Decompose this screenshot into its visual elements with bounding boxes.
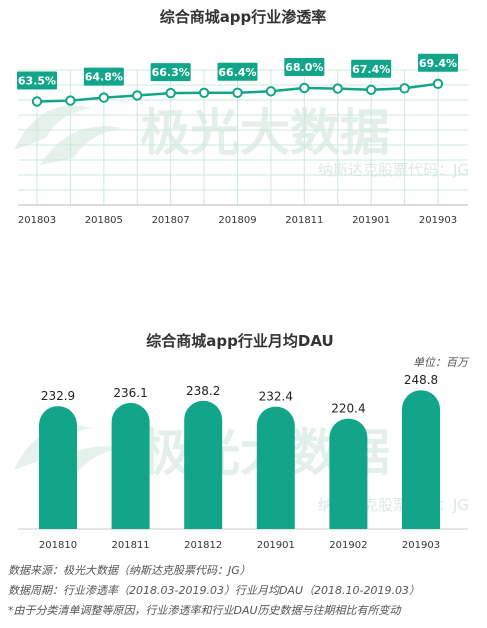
x-tick-label: 201811 [285, 215, 323, 226]
footnote-source: 数据来源：极光大数据（纳斯达克股票代码：JG） [8, 564, 251, 577]
data-point [432, 78, 444, 90]
data-point [265, 86, 277, 97]
watermark-bottom: 极光大数据 纳斯达克股票代码：JG [14, 424, 469, 514]
bar [256, 406, 295, 529]
data-label-box [217, 62, 258, 81]
data-label-box [17, 71, 57, 90]
data-label: 66.3% [152, 66, 190, 79]
data-label: 69.4% [419, 57, 457, 70]
bar [402, 390, 440, 529]
bar [184, 400, 223, 529]
data-label-box [83, 67, 124, 86]
data-point [299, 82, 310, 94]
x-tick-label: 201805 [85, 215, 123, 226]
x-tick-label: 201803 [18, 215, 56, 226]
data-label: 64.8% [85, 71, 123, 84]
data-point [198, 87, 210, 99]
data-point [232, 87, 243, 99]
x-tick-label: 201901 [352, 215, 390, 226]
data-label: 67.4% [352, 63, 390, 76]
footnote-disclaimer: *由于分类清单调整等原因，行业渗透率和行业DAU历史数据与往期相比有所变动 [8, 604, 403, 617]
bar-value-label: 238.2 [186, 384, 220, 398]
data-point [165, 87, 176, 99]
data-point [98, 92, 110, 103]
data-label-box [351, 59, 392, 78]
bar-value-label: 248.8 [404, 373, 438, 387]
data-label-box [284, 58, 325, 76]
data-point [332, 83, 343, 94]
data-label-box [418, 53, 458, 72]
line-chart-series: 63.5% 64.8% 66.3% 66.4% 68.0% 67.4% 69.4% [17, 53, 458, 107]
bar-chart-title: 综合商城app行业月均DAU [146, 332, 333, 350]
bar [111, 402, 150, 529]
watermark-code: 纳斯达克股票代码：JG [318, 161, 469, 179]
line-chart-x-axis: 201803 201805 201807 201809 201811 201901 2019… [18, 204, 468, 226]
bar-value-label: 220.4 [331, 402, 365, 416]
data-point [65, 95, 76, 106]
x-tick-label: 201809 [218, 215, 256, 226]
watermark-brand: 极光大数据 [140, 104, 390, 162]
data-label: 63.5% [18, 75, 56, 88]
x-tick-label: 201807 [152, 215, 190, 226]
data-label-box [150, 63, 191, 82]
bar-category-label: 201903 [402, 540, 440, 551]
data-point [31, 96, 43, 107]
bar-category-label: 201812 [184, 540, 222, 551]
bar-category-label: 201810 [39, 540, 77, 551]
footnote-period: 数据周期：行业渗透率（2018.03-2019.03）行业月均DAU（2018.… [8, 584, 420, 597]
bar-category-label: 201901 [257, 540, 295, 551]
bar-category-label: 201902 [329, 540, 367, 551]
bar [329, 418, 368, 529]
line-chart-title: 综合商城app行业渗透率 [160, 8, 327, 26]
data-label: 66.4% [218, 66, 256, 79]
x-tick-label: 201903 [419, 215, 457, 226]
data-point [365, 84, 377, 96]
data-point [132, 90, 143, 101]
bar-chart-series: 232.9 201810 236.1 201811 238.2 201812 232.4 20… [18, 373, 468, 551]
bar-chart-unit: 单位：百万 [413, 356, 470, 369]
bar [39, 406, 77, 529]
bar-value-label: 236.1 [113, 386, 147, 400]
aurora-logo-icon [14, 105, 122, 165]
data-label: 68.0% [285, 61, 323, 74]
bar-value-label: 232.4 [259, 390, 293, 404]
bar-category-label: 201811 [112, 540, 150, 551]
bar-value-label: 232.9 [41, 389, 75, 403]
data-point [399, 83, 410, 94]
